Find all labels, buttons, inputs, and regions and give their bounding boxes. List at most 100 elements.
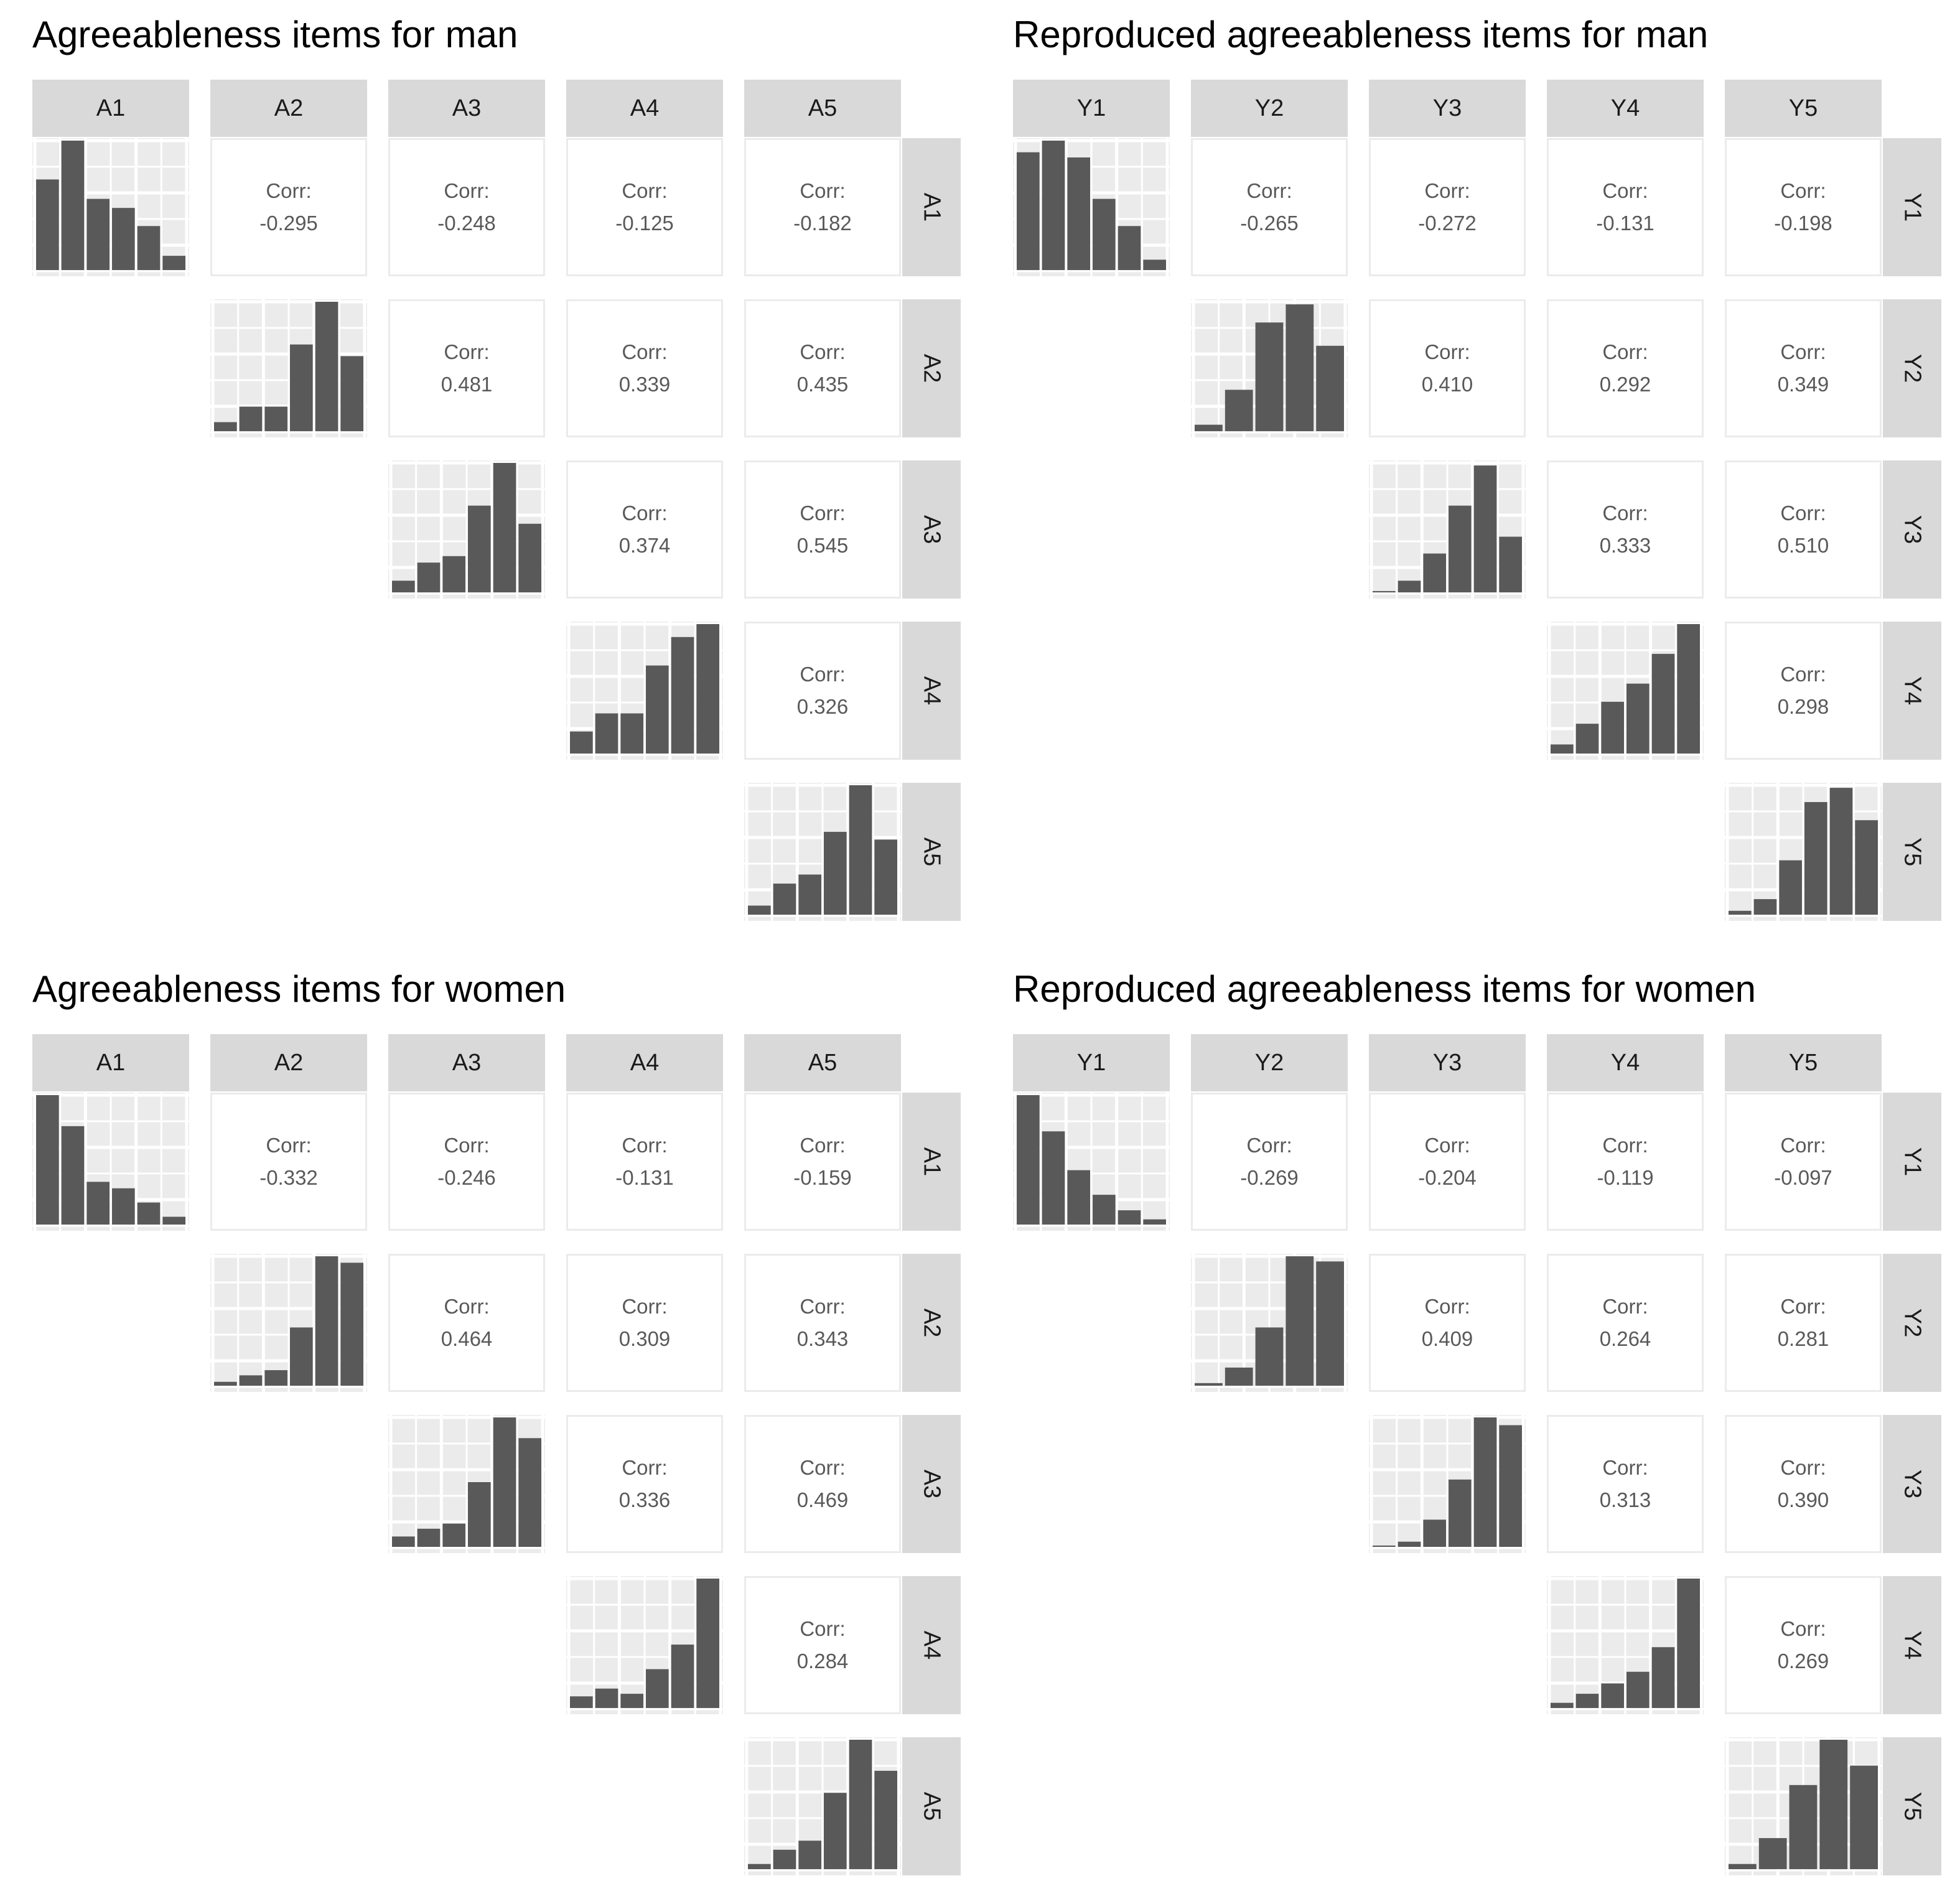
correlation-panel-A4-A5: Corr: 0.284 [744, 1576, 901, 1714]
correlation-label: Corr: [800, 1295, 846, 1318]
correlation-text: Corr: -0.246 [390, 1129, 543, 1194]
column-strip-Y5: Y5 [1725, 1034, 1882, 1091]
correlation-value: 0.336 [618, 1488, 671, 1511]
correlation-panel-Y1-Y5: Corr: -0.198 [1725, 138, 1882, 276]
correlation-label: Corr: [622, 502, 668, 525]
column-strip-Y4: Y4 [1547, 80, 1704, 137]
correlation-text: Corr: 0.481 [390, 336, 543, 401]
row-strip-A5: A5 [902, 783, 961, 921]
correlation-label: Corr: [1602, 340, 1648, 363]
correlation-value: 0.343 [796, 1327, 849, 1350]
correlation-text: Corr: -0.131 [1549, 175, 1702, 240]
histogram-bar [1804, 802, 1827, 915]
histogram-Y5 [1725, 1737, 1882, 1875]
diagonal-panel-A1 [32, 1093, 189, 1231]
histogram-bar [1677, 1579, 1700, 1708]
correlation-label: Corr: [622, 1295, 668, 1318]
histogram-bar [1255, 1327, 1284, 1386]
histogram-bar [315, 1256, 338, 1386]
column-strip-A4: A4 [566, 1034, 723, 1091]
column-strip-Y2: Y2 [1191, 80, 1348, 137]
column-strip-Y5: Y5 [1725, 80, 1882, 137]
histogram-bar [315, 302, 338, 431]
diagonal-panel-A1 [32, 138, 189, 276]
correlation-value: 0.349 [1777, 373, 1829, 396]
row-strip-label: A2 [918, 1308, 945, 1338]
correlation-value: 0.390 [1777, 1488, 1829, 1511]
histogram-bar [773, 1849, 796, 1869]
row-strip-label: A4 [918, 676, 945, 706]
correlation-panel-A2-A3: Corr: 0.481 [388, 299, 545, 437]
diagonal-panel-Y1 [1013, 1093, 1170, 1231]
correlation-label: Corr: [1602, 1456, 1648, 1479]
diagonal-panel-Y4 [1547, 1576, 1704, 1714]
row-strip-label: Y3 [1899, 515, 1926, 544]
histogram-bar [340, 356, 363, 431]
diagonal-panel-Y3 [1369, 1415, 1526, 1553]
correlation-label: Corr: [444, 1134, 490, 1157]
correlation-label: Corr: [444, 1295, 490, 1318]
correlation-label: Corr: [622, 340, 668, 363]
histogram-bar [646, 1669, 669, 1708]
histogram-bar [1601, 1683, 1624, 1708]
correlation-panel-A2-A4: Corr: 0.309 [566, 1254, 723, 1392]
row-strip-label: A3 [918, 1469, 945, 1499]
correlation-label: Corr: [622, 1134, 668, 1157]
correlation-text: Corr: -0.198 [1727, 175, 1880, 240]
row-strip-A4: A4 [902, 1576, 961, 1714]
histogram-bar [1753, 899, 1777, 915]
column-strip-A4: A4 [566, 80, 723, 137]
histogram-bar [86, 198, 110, 270]
histogram-bar [1042, 1131, 1065, 1225]
histogram-bar [518, 1438, 541, 1547]
correlation-panel-Y2-Y3: Corr: 0.410 [1369, 299, 1526, 437]
correlation-text: Corr: 0.349 [1727, 336, 1880, 401]
histogram-bar [1449, 1479, 1472, 1547]
histogram-A4 [566, 1576, 723, 1714]
correlation-panel-Y2-Y5: Corr: 0.281 [1725, 1254, 1882, 1392]
correlation-panel-Y1-Y2: Corr: -0.269 [1191, 1093, 1348, 1231]
row-strip-label: Y1 [1899, 1147, 1926, 1177]
column-strip-A1: A1 [32, 1034, 189, 1091]
correlation-value: 0.510 [1777, 534, 1829, 557]
histogram-bar [1473, 1417, 1497, 1547]
correlation-value: -0.272 [1418, 212, 1477, 235]
correlation-label: Corr: [266, 179, 312, 202]
row-strip-A3: A3 [902, 460, 961, 599]
histogram-bar [824, 1793, 847, 1869]
histogram-bar [849, 785, 872, 915]
histogram-bar [36, 179, 59, 270]
correlation-panel-Y3-Y4: Corr: 0.333 [1547, 460, 1704, 599]
histogram-Y1 [1013, 1093, 1170, 1231]
correlation-panel-A3-A4: Corr: 0.336 [566, 1415, 723, 1553]
row-strip-label: Y5 [1899, 837, 1926, 867]
correlation-label: Corr: [1246, 179, 1292, 202]
correlation-panel-Y1-Y5: Corr: -0.097 [1725, 1093, 1882, 1231]
correlation-value: -0.119 [1597, 1166, 1654, 1189]
correlation-text: Corr: -0.159 [746, 1129, 899, 1194]
histogram-bar [1829, 788, 1853, 915]
correlation-value: -0.131 [615, 1166, 674, 1189]
histogram-Y2 [1191, 1254, 1348, 1392]
correlation-text: Corr: -0.269 [1193, 1129, 1346, 1194]
histogram-bar [162, 1216, 185, 1225]
correlation-label: Corr: [800, 1617, 846, 1640]
diagonal-panel-A2 [210, 1254, 367, 1392]
correlation-panel-Y2-Y4: Corr: 0.292 [1547, 299, 1704, 437]
correlation-value: -0.265 [1240, 212, 1299, 235]
histogram-bar [1677, 624, 1700, 754]
histogram-bar [671, 637, 694, 754]
histogram-bar [696, 624, 719, 754]
histogram-bar [1651, 653, 1675, 754]
correlation-label: Corr: [444, 179, 490, 202]
row-strip-label: A2 [918, 353, 945, 383]
correlation-value: -0.248 [437, 212, 496, 235]
correlation-panel-A3-A5: Corr: 0.545 [744, 460, 901, 599]
correlation-label: Corr: [622, 1456, 668, 1479]
correlation-text: Corr: 0.374 [568, 497, 721, 562]
row-strip-label: A4 [918, 1630, 945, 1660]
row-strip-label: A1 [918, 192, 945, 222]
histogram-bar [646, 665, 669, 754]
row-strip-Y5: Y5 [1883, 783, 1941, 921]
column-strip-A1: A1 [32, 80, 189, 137]
